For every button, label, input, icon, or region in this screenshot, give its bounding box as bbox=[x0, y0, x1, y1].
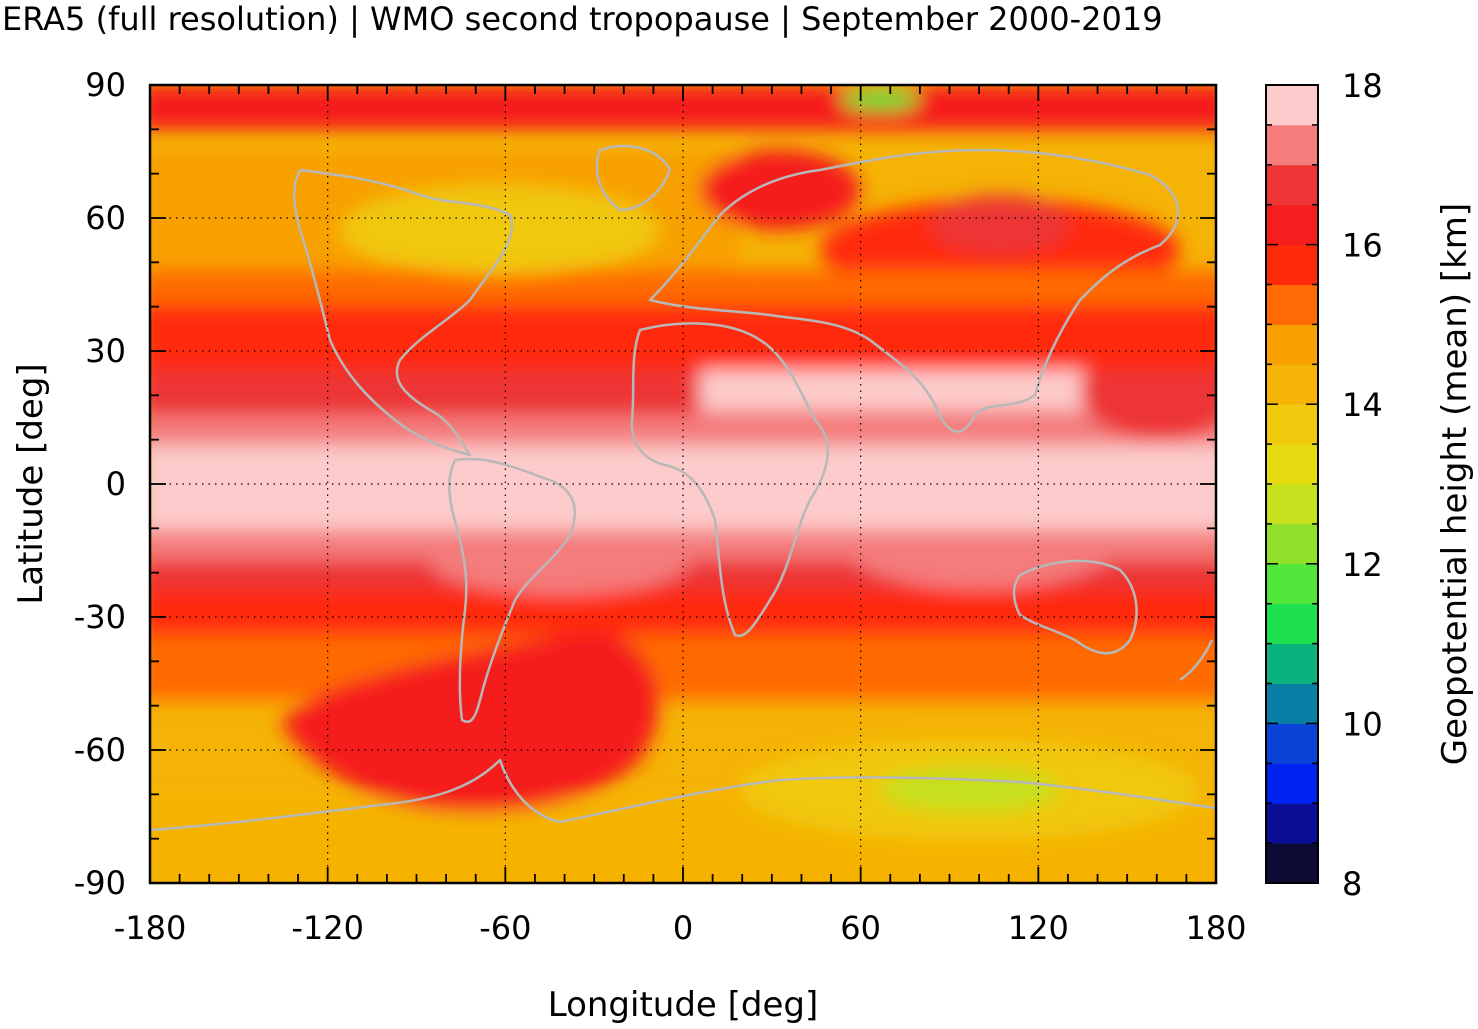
field-band bbox=[150, 365, 700, 415]
coastline-antarctica bbox=[150, 758, 1216, 832]
x-axis-ticks: -180 -120 -60 0 60 120 180 bbox=[114, 909, 1247, 947]
x-tick-label: 120 bbox=[1008, 909, 1069, 947]
coastline-south-america bbox=[448, 457, 577, 724]
colorbar-level bbox=[1266, 643, 1318, 684]
y-tick-label: 0 bbox=[106, 465, 126, 503]
field-band bbox=[150, 440, 1216, 530]
field-patch bbox=[340, 185, 660, 275]
colorbar-level bbox=[1266, 723, 1318, 764]
coastline-new-zealand bbox=[1179, 639, 1214, 682]
colorbar-tick-label: 16 bbox=[1342, 227, 1383, 265]
y-tick-label: -90 bbox=[74, 864, 126, 902]
colorbar-tick-label: 10 bbox=[1342, 705, 1383, 743]
colorbar-tick-label: 14 bbox=[1342, 386, 1383, 424]
x-tick-label: -60 bbox=[479, 909, 531, 947]
colorbar-level bbox=[1266, 204, 1318, 246]
coastline-australia bbox=[1012, 559, 1138, 655]
x-tick-label: 0 bbox=[673, 909, 693, 947]
coastline-africa bbox=[630, 322, 829, 638]
field-band bbox=[150, 270, 1216, 305]
colorbar-level bbox=[1266, 244, 1318, 285]
x-tick-label: 180 bbox=[1185, 909, 1246, 947]
colorbar-ticks: 18 16 14 12 10 8 bbox=[1266, 67, 1383, 903]
chart-title: ERA5 (full resolution) | WMO second trop… bbox=[2, 0, 1163, 38]
colorbar-level bbox=[1266, 404, 1318, 445]
colorbar-level bbox=[1266, 683, 1318, 724]
y-tick-label: 60 bbox=[85, 199, 126, 237]
colorbar-level bbox=[1266, 164, 1318, 206]
tropopause-height-field bbox=[150, 85, 1216, 883]
x-axis-label: Longitude [deg] bbox=[548, 985, 819, 1025]
colorbar-level bbox=[1266, 364, 1318, 405]
y-tick-label: -60 bbox=[74, 731, 126, 769]
x-tick-label: -180 bbox=[114, 909, 187, 947]
field-patch bbox=[430, 525, 690, 595]
coastline-eurasia bbox=[648, 148, 1180, 433]
field-band bbox=[150, 410, 1216, 445]
colorbar-level bbox=[1266, 603, 1318, 645]
y-axis-ticks: 90 60 30 0 -30 -60 -90 bbox=[74, 66, 126, 902]
colorbar-level bbox=[1266, 523, 1318, 565]
colorbar-tick-label: 18 bbox=[1342, 67, 1383, 105]
colorbar-level bbox=[1266, 124, 1318, 166]
x-tick-label: -120 bbox=[291, 909, 364, 947]
field-band bbox=[150, 630, 1216, 700]
y-tick-label: -30 bbox=[74, 598, 126, 636]
colorbar-level bbox=[1266, 843, 1318, 884]
y-tick-label: 90 bbox=[85, 66, 126, 104]
minor-ticks bbox=[149, 84, 1217, 884]
colorbar-level bbox=[1266, 444, 1318, 485]
colorbar-level bbox=[1266, 85, 1318, 126]
colorbar-level bbox=[1266, 284, 1318, 325]
colorbar-level bbox=[1266, 763, 1318, 804]
x-tick-label: 60 bbox=[840, 909, 881, 947]
field-band bbox=[150, 300, 1216, 370]
colorbar-tick-label: 12 bbox=[1342, 546, 1383, 584]
colorbar-level bbox=[1266, 484, 1318, 525]
field-patch bbox=[880, 768, 1060, 812]
y-tick-label: 30 bbox=[85, 332, 126, 370]
colorbar bbox=[1266, 85, 1318, 884]
coastlines bbox=[150, 144, 1216, 832]
colorbar-label: Geopotential height (mean) [km] bbox=[1435, 203, 1475, 765]
colorbar-tick-label: 8 bbox=[1342, 865, 1362, 903]
y-axis-label: Latitude [deg] bbox=[11, 363, 51, 604]
colorbar-level bbox=[1266, 803, 1318, 844]
field-patch bbox=[700, 150, 860, 230]
field-patch bbox=[840, 90, 920, 110]
coastline-north-america bbox=[293, 168, 514, 457]
field-patch bbox=[930, 195, 1070, 255]
field-band bbox=[150, 85, 1216, 130]
grid-lines bbox=[150, 85, 1216, 883]
colorbar-level bbox=[1266, 324, 1318, 365]
coastline-greenland bbox=[595, 144, 672, 212]
colorbar-level bbox=[1266, 563, 1318, 605]
